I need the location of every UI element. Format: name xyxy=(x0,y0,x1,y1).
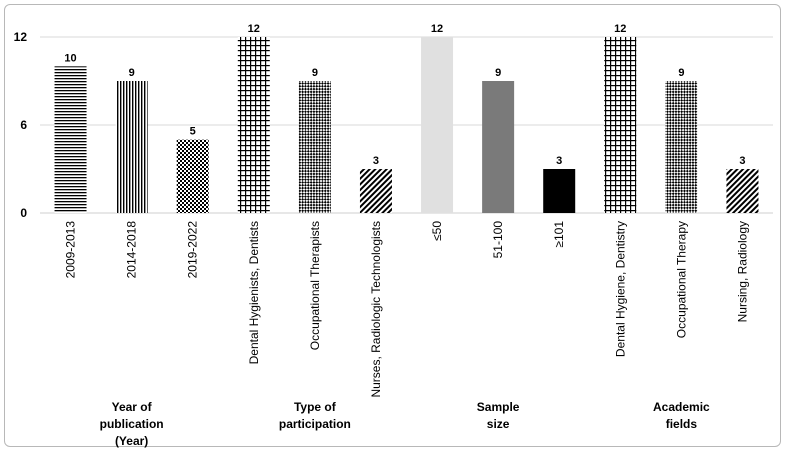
x-tick-label: 51-100 xyxy=(491,221,505,259)
bar xyxy=(115,81,148,213)
group-label-line: publication xyxy=(99,417,164,431)
value-label: 10 xyxy=(64,52,76,64)
x-tick-label: Nursing, Radiology xyxy=(735,221,749,322)
bar xyxy=(54,66,87,213)
x-tick-label: 2019-2022 xyxy=(186,221,200,279)
group-label-line: Academic xyxy=(653,400,710,414)
group-label: Type of participation xyxy=(250,399,380,433)
group-label-line: fields xyxy=(665,417,698,431)
group-label-line: size xyxy=(486,417,510,431)
x-tick-label: Occupational Therapy xyxy=(674,221,688,338)
value-label: 12 xyxy=(614,23,626,35)
x-tick-label: Nurses, Radiologic Technologists xyxy=(369,221,383,398)
value-label: 3 xyxy=(739,155,745,167)
group-label-line: Sample xyxy=(476,400,520,414)
bar xyxy=(604,37,637,213)
bar xyxy=(359,169,392,213)
y-tick-label: 6 xyxy=(20,118,27,132)
bar xyxy=(298,81,331,213)
value-label: 3 xyxy=(556,155,562,167)
bar xyxy=(237,37,270,213)
x-tick-label: Occupational Therapists xyxy=(308,221,322,350)
value-label: 9 xyxy=(129,67,135,79)
value-label: 9 xyxy=(495,67,501,79)
x-tick-label: ≥101 xyxy=(552,221,566,248)
bar xyxy=(482,81,515,213)
group-label-line: participation xyxy=(278,417,351,431)
value-label: 5 xyxy=(190,126,196,138)
value-label: 12 xyxy=(431,23,443,35)
value-label: 3 xyxy=(373,155,379,167)
value-label: 9 xyxy=(312,67,318,79)
group-label: Sample size xyxy=(433,399,563,433)
bar xyxy=(421,37,454,213)
bar xyxy=(665,81,698,213)
bar xyxy=(726,169,759,213)
y-tick-label: 0 xyxy=(20,206,27,220)
x-tick-label: 2009-2013 xyxy=(64,221,78,279)
x-tick-label: Dental Hygienists, Dentists xyxy=(247,221,261,364)
y-tick-label: 12 xyxy=(14,30,28,44)
value-label: 12 xyxy=(248,23,260,35)
bar xyxy=(176,139,209,213)
x-tick-label: 2014-2018 xyxy=(125,221,139,279)
group-label: Year of publication (Year) xyxy=(67,399,197,450)
group-label-line: Year of xyxy=(111,400,152,414)
x-tick-label: Dental Hygiene, Dentistry xyxy=(613,221,627,357)
bar xyxy=(543,169,576,213)
value-label: 9 xyxy=(678,67,684,79)
group-label: Academic fields xyxy=(616,399,746,433)
chart-frame xyxy=(4,4,781,447)
group-label-line: (Year) xyxy=(114,434,149,448)
x-tick-label: ≤50 xyxy=(430,221,444,241)
group-label-line: Type of xyxy=(293,400,336,414)
